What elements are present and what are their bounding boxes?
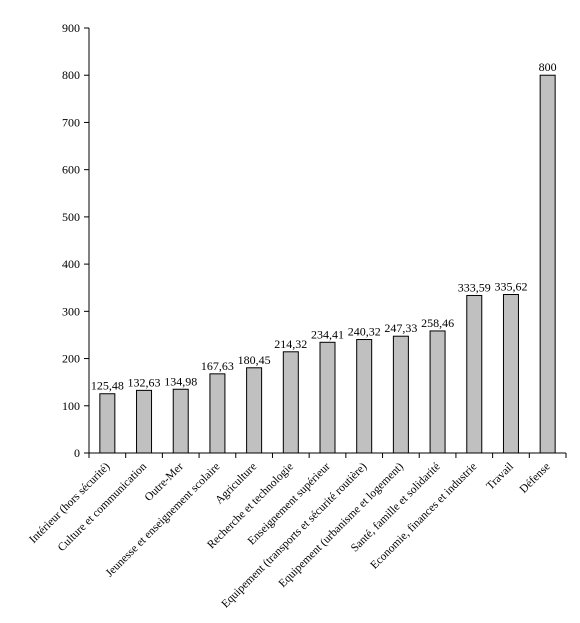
bar [502,294,519,454]
y-tick-label: 0 [74,446,80,460]
y-axis: 0 100 200 300 400 500 600 700 800 900 [62,21,90,460]
y-tick-label: 200 [62,352,80,366]
x-category-label: Défense [518,461,553,496]
bar [429,330,446,454]
data-label: 247,33 [384,321,417,335]
data-label: 234,41 [311,327,344,341]
data-label: 180,45 [238,353,271,367]
bar [172,388,189,454]
data-label: 333,59 [458,280,491,294]
data-label: 240,32 [348,325,381,339]
data-label: 167,63 [201,359,234,373]
y-tick-label: 600 [62,163,80,177]
x-category-label: Travail [484,461,516,493]
bar [246,367,263,454]
bar [466,294,483,454]
bar [319,341,336,454]
bar [539,74,556,454]
x-axis: Intérieur (hors sécurité)Culture et comm… [27,452,567,610]
data-label: 134,98 [164,374,197,388]
y-tick-label: 300 [62,304,80,318]
bar [99,393,116,454]
data-label: 800 [539,60,557,74]
data-label: 335,62 [494,280,527,294]
y-tick-label: 100 [62,399,80,413]
data-label: 125,48 [91,379,124,393]
bar [392,335,409,454]
y-tick-label: 800 [62,68,80,82]
data-label: 258,46 [421,316,454,330]
y-tick-label: 400 [62,257,80,271]
bar [356,339,373,454]
y-tick-label: 700 [62,115,80,129]
bars [99,74,556,454]
y-tick-label: 500 [62,210,80,224]
y-tick-label: 900 [62,21,80,35]
bar [282,351,299,454]
bar [136,389,153,454]
data-label: 214,32 [274,337,307,351]
data-label: 132,63 [128,375,161,389]
bar [209,373,226,454]
